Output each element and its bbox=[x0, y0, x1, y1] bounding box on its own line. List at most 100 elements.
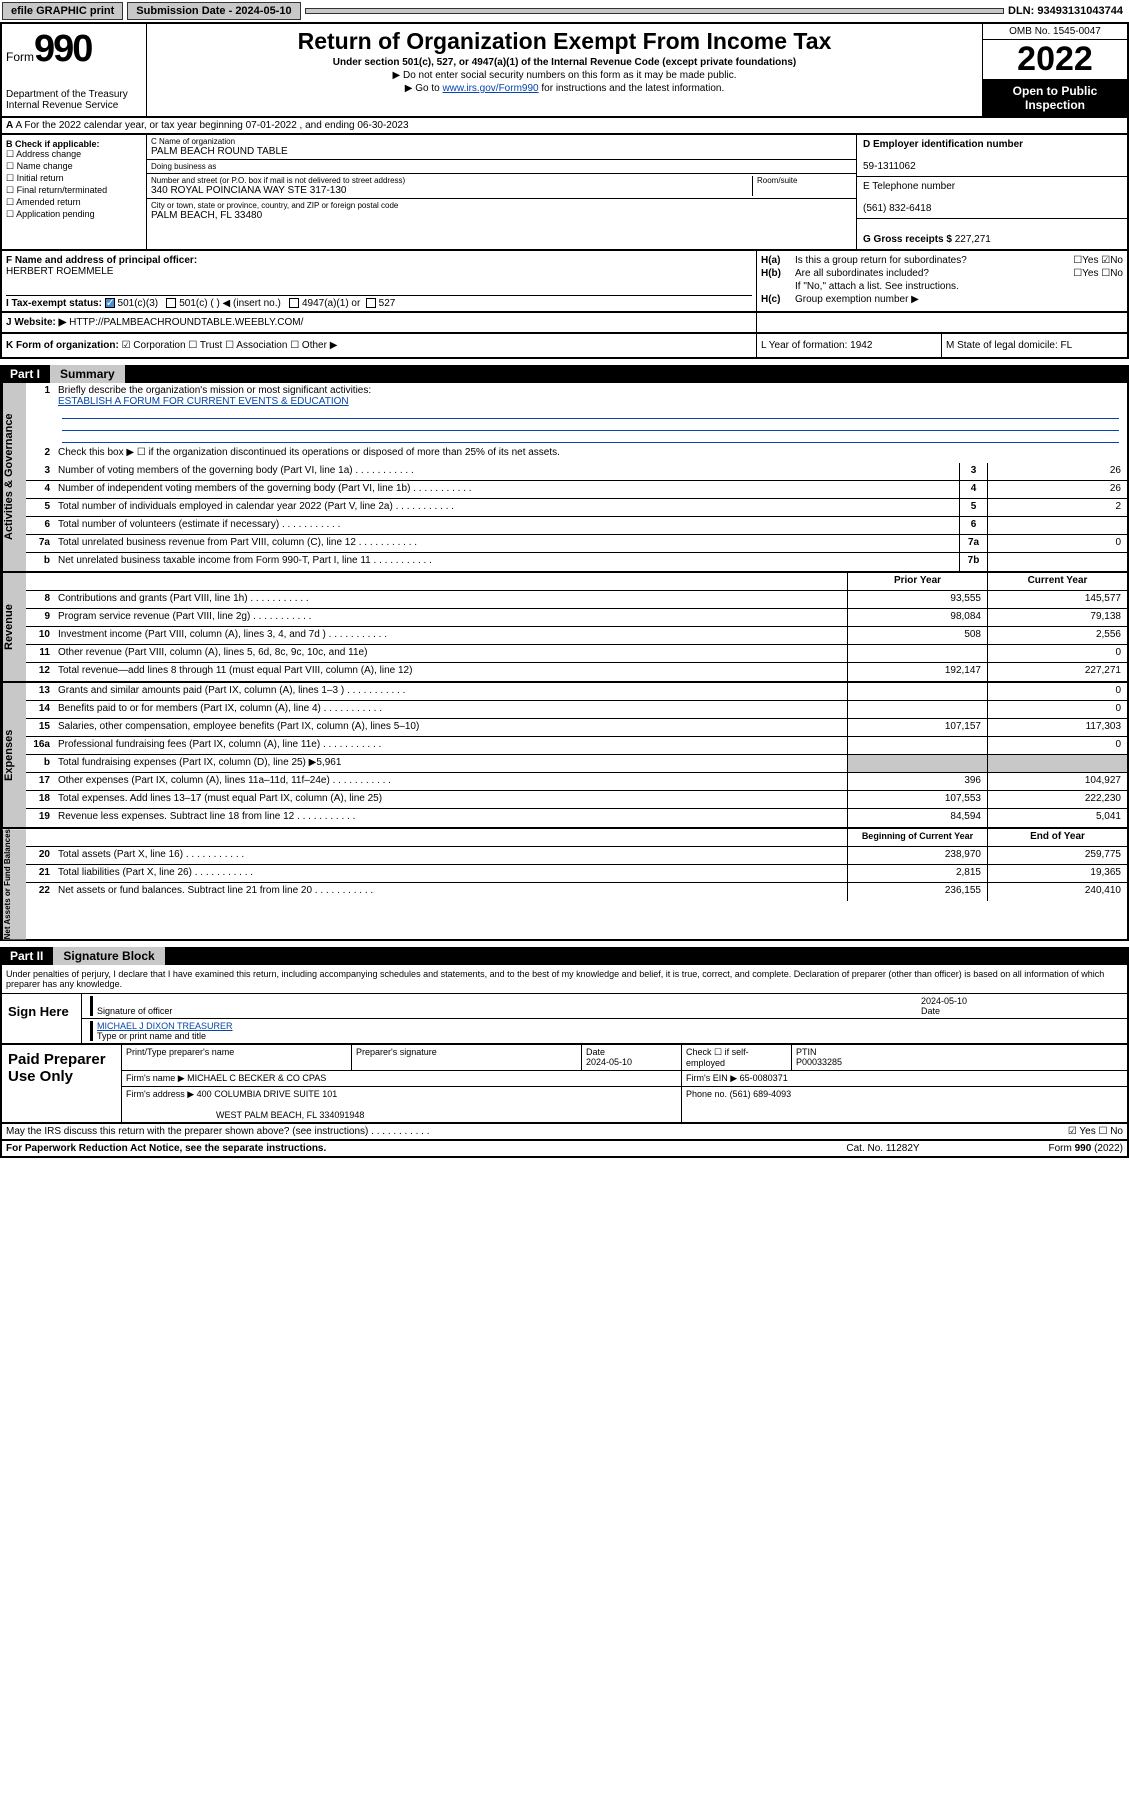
part1-title: Summary bbox=[50, 365, 125, 383]
summary-gov: Activities & Governance 1 Briefly descri… bbox=[0, 383, 1129, 573]
irs: Internal Revenue Service bbox=[6, 100, 142, 111]
addr-label: Number and street (or P.O. box if mail i… bbox=[151, 176, 752, 185]
line-9: 9Program service revenue (Part VIII, lin… bbox=[26, 609, 1127, 627]
dba-cell: Doing business as bbox=[147, 160, 856, 174]
sig-name: MICHAEL J DIXON TREASURER bbox=[97, 1021, 233, 1031]
sig-name-line[interactable]: MICHAEL J DIXON TREASURERType or print n… bbox=[82, 1019, 1127, 1043]
part2-title: Signature Block bbox=[53, 947, 164, 965]
firm-phone: (561) 689-4093 bbox=[730, 1089, 792, 1099]
website-cell: J Website: ▶ HTTP://PALMBEACHROUNDTABLE.… bbox=[2, 313, 757, 332]
ck-amended-return[interactable]: ☐ Amended return bbox=[6, 197, 142, 208]
ck-527[interactable] bbox=[366, 298, 376, 308]
tax-exempt-label: I Tax-exempt status: bbox=[6, 298, 102, 309]
hc-text: Group exemption number ▶ bbox=[795, 294, 1123, 305]
hb-yn[interactable]: ☐Yes ☐No bbox=[1073, 268, 1123, 279]
prep-self-emp[interactable]: Check ☐ if self-employed bbox=[682, 1045, 792, 1070]
form-title: Return of Organization Exempt From Incom… bbox=[155, 28, 974, 55]
line-17: 17Other expenses (Part IX, column (A), l… bbox=[26, 773, 1127, 791]
org-name: PALM BEACH ROUND TABLE bbox=[151, 146, 852, 157]
tax-year: 2022 bbox=[983, 40, 1127, 80]
ck-initial-return[interactable]: ☐ Initial return bbox=[6, 173, 142, 184]
line-3: 3Number of voting members of the governi… bbox=[26, 463, 1127, 481]
subtitle-1: Under section 501(c), 527, or 4947(a)(1)… bbox=[155, 57, 974, 68]
discuss-row: May the IRS discuss this return with the… bbox=[0, 1124, 1129, 1141]
irs-link[interactable]: www.irs.gov/Form990 bbox=[442, 83, 538, 94]
col-b-header: B Check if applicable: bbox=[6, 139, 100, 149]
l1-value: ESTABLISH A FORUM FOR CURRENT EVENTS & E… bbox=[58, 396, 349, 407]
org-name-cell: C Name of organization PALM BEACH ROUND … bbox=[147, 135, 856, 160]
officer-name: HERBERT ROEMMELE bbox=[6, 266, 113, 277]
topbar-spacer bbox=[305, 8, 1004, 14]
ha-text: Is this a group return for subordinates? bbox=[795, 255, 1073, 266]
l2-text: Check this box ▶ ☐ if the organization d… bbox=[54, 445, 1127, 463]
ha-yn[interactable]: ☐Yes ☑No bbox=[1073, 255, 1123, 266]
prep-name-label: Print/Type preparer's name bbox=[122, 1045, 352, 1070]
ck-501c[interactable] bbox=[166, 298, 176, 308]
line-18: 18Total expenses. Add lines 13–17 (must … bbox=[26, 791, 1127, 809]
room-label: Room/suite bbox=[757, 176, 852, 185]
form-word: Form bbox=[6, 50, 34, 64]
ck-application-pending[interactable]: ☐ Application pending bbox=[6, 209, 142, 220]
addr-value: 340 ROYAL POINCIANA WAY STE 317-130 bbox=[151, 185, 752, 196]
omb-number: OMB No. 1545-0047 bbox=[983, 24, 1127, 40]
col-h-group: H(a)Is this a group return for subordina… bbox=[757, 251, 1127, 311]
l3-num: 3 bbox=[959, 463, 987, 480]
prep-row-3: Firm's address ▶ 400 COLUMBIA DRIVE SUIT… bbox=[122, 1087, 1127, 1122]
part2-header: Part II Signature Block bbox=[0, 947, 1129, 965]
header-center: Return of Organization Exempt From Incom… bbox=[147, 24, 982, 116]
line-10: 10Investment income (Part VIII, column (… bbox=[26, 627, 1127, 645]
dln: DLN: 93493131043744 bbox=[1008, 5, 1127, 17]
ptin-label: PTIN bbox=[796, 1047, 817, 1057]
subtitle-3: ▶ Go to www.irs.gov/Form990 for instruct… bbox=[155, 83, 974, 94]
prep-date-label: Date bbox=[586, 1047, 605, 1057]
hdr-end: End of Year bbox=[987, 829, 1127, 846]
line-19: 19Revenue less expenses. Subtract line 1… bbox=[26, 809, 1127, 827]
hb-text: Are all subordinates included? bbox=[795, 268, 1073, 279]
row-j-website: J Website: ▶ HTTP://PALMBEACHROUNDTABLE.… bbox=[0, 313, 1129, 334]
org-name-label: C Name of organization bbox=[151, 137, 852, 146]
ck-4947[interactable] bbox=[289, 298, 299, 308]
line-8: 8Contributions and grants (Part VIII, li… bbox=[26, 591, 1127, 609]
sig-date: 2024-05-10 bbox=[921, 996, 967, 1006]
form-org-opts[interactable]: ☑ Corporation ☐ Trust ☐ Association ☐ Ot… bbox=[122, 340, 338, 351]
line-13: 13Grants and similar amounts paid (Part … bbox=[26, 683, 1127, 701]
part1-header: Part I Summary bbox=[0, 365, 1129, 383]
l3-desc: Number of voting members of the governin… bbox=[54, 463, 959, 480]
net-header: Beginning of Current YearEnd of Year bbox=[26, 829, 1127, 847]
opt-527: 527 bbox=[379, 298, 396, 309]
form-org-cell: K Form of organization: ☑ Corporation ☐ … bbox=[2, 334, 757, 357]
line-4: 4Number of independent voting members of… bbox=[26, 481, 1127, 499]
gross-cell: G Gross receipts $ 227,271 bbox=[857, 219, 1127, 249]
sig-officer-label: Signature of officer bbox=[97, 1006, 172, 1016]
section-bcd: B Check if applicable: ☐ Address change … bbox=[0, 135, 1129, 251]
ha-label: H(a) bbox=[761, 255, 795, 266]
signature-block: Under penalties of perjury, I declare th… bbox=[0, 965, 1129, 1045]
subtitle-2: ▶ Do not enter social security numbers o… bbox=[155, 70, 974, 81]
firm-ein: 65-0080371 bbox=[740, 1073, 788, 1083]
line-5: 5Total number of individuals employed in… bbox=[26, 499, 1127, 517]
col-d: D Employer identification number 59-1311… bbox=[857, 135, 1127, 249]
sign-here-label: Sign Here bbox=[2, 994, 82, 1043]
ck-name-change[interactable]: ☐ Name change bbox=[6, 161, 142, 172]
ck-address-change[interactable]: ☐ Address change bbox=[6, 149, 142, 160]
tel-value: (561) 832-6418 bbox=[863, 203, 931, 214]
ptin-value: P00033285 bbox=[796, 1057, 842, 1067]
line-6: 6Total number of volunteers (estimate if… bbox=[26, 517, 1127, 535]
year-formation: L Year of formation: 1942 bbox=[757, 334, 942, 357]
efile-print-button[interactable]: efile GRAPHIC print bbox=[2, 2, 123, 20]
line-21: 21Total liabilities (Part X, line 26)2,8… bbox=[26, 865, 1127, 883]
state-domicile: M State of legal domicile: FL bbox=[942, 334, 1127, 357]
hc-label: H(c) bbox=[761, 294, 795, 305]
col-f-officer: F Name and address of principal officer:… bbox=[2, 251, 757, 311]
sig-officer-line[interactable]: Signature of officer 2024-05-10Date bbox=[82, 994, 1127, 1019]
hdr-beg: Beginning of Current Year bbox=[847, 829, 987, 846]
opt-501c: 501(c) ( ) ◀ (insert no.) bbox=[179, 298, 281, 309]
discuss-yn[interactable]: ☑ Yes ☐ No bbox=[1068, 1126, 1123, 1137]
open-public: Open to Public Inspection bbox=[983, 80, 1127, 116]
sig-name-label: Type or print name and title bbox=[97, 1031, 206, 1041]
form-header: Form 990 Department of the Treasury Inte… bbox=[0, 24, 1129, 118]
ck-final-return[interactable]: ☐ Final return/terminated bbox=[6, 185, 142, 196]
line-1: 1 Briefly describe the organization's mi… bbox=[26, 383, 1127, 445]
ck-501c3[interactable] bbox=[105, 298, 115, 308]
sig-declaration: Under penalties of perjury, I declare th… bbox=[2, 965, 1127, 994]
